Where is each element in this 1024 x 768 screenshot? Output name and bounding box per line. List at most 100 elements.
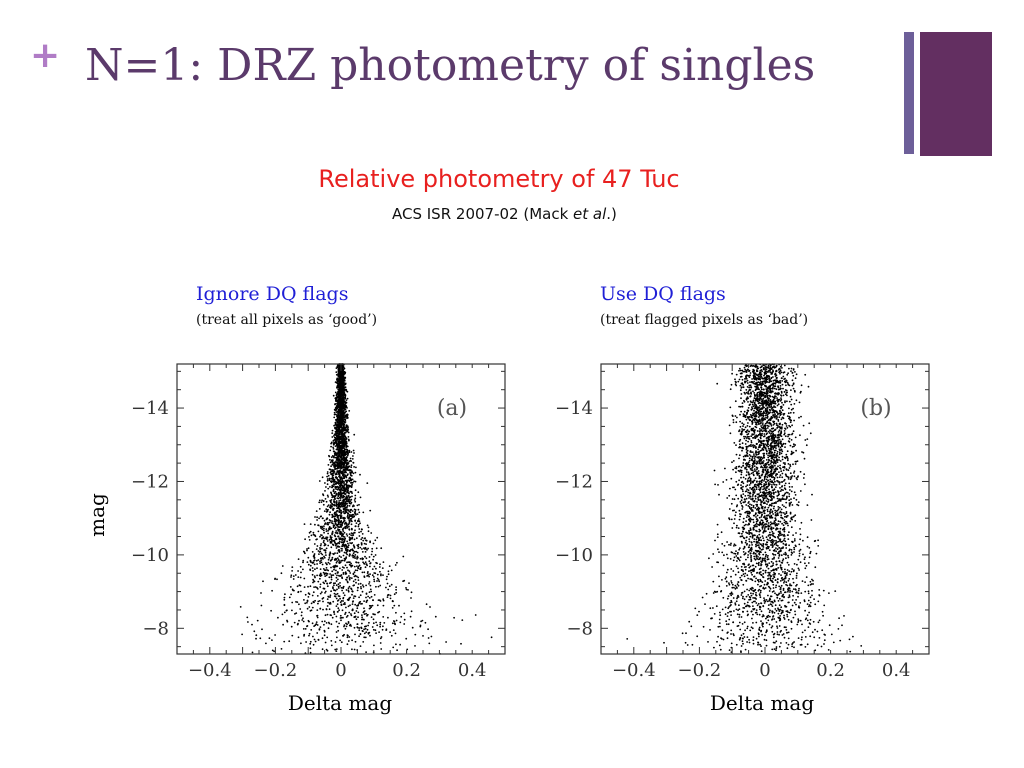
- scatter-point: [785, 544, 787, 547]
- scatter-point: [322, 536, 325, 538]
- scatter-point: [360, 586, 362, 588]
- scatter-point: [405, 637, 408, 640]
- scatter-point: [348, 563, 351, 566]
- scatter-point: [304, 602, 307, 605]
- scatter-point: [363, 542, 366, 545]
- scatter-point: [332, 489, 335, 492]
- scatter-point: [394, 622, 396, 625]
- scatter-point: [325, 648, 328, 651]
- scatter-point: [347, 436, 350, 438]
- scatter-point: [330, 590, 332, 593]
- scatter-point: [789, 591, 791, 593]
- scatter-point: [323, 587, 326, 590]
- scatter-point: [771, 502, 774, 505]
- scatter-point: [786, 450, 789, 453]
- scatter-point: [353, 505, 355, 507]
- scatter-point: [379, 642, 382, 644]
- scatter-point: [363, 628, 365, 631]
- scatter-point: [334, 648, 337, 651]
- scatter-point: [350, 625, 352, 627]
- scatter-point: [271, 639, 273, 641]
- scatter-point: [309, 564, 312, 567]
- scatter-point: [338, 502, 341, 504]
- scatter-point: [353, 546, 356, 549]
- scatter-point: [363, 548, 366, 550]
- scatter-point: [255, 637, 257, 640]
- scatter-point: [322, 529, 325, 532]
- scatter-point: [729, 487, 731, 490]
- x-tick-label: 0: [335, 660, 346, 681]
- scatter-point: [344, 419, 347, 422]
- scatter-point: [769, 478, 772, 481]
- scatter-point: [357, 519, 359, 522]
- scatter-point: [333, 456, 335, 459]
- scatter-point: [319, 572, 322, 575]
- scatter-point: [342, 502, 344, 505]
- scatter-point: [739, 369, 742, 372]
- scatter-point: [309, 568, 311, 571]
- scatter-point: [347, 452, 349, 455]
- scatter-point: [345, 437, 348, 439]
- scatter-point: [823, 643, 825, 645]
- scatter-point: [323, 555, 325, 558]
- scatter-point: [348, 549, 351, 552]
- scatter-point: [778, 471, 780, 473]
- scatter-point: [343, 429, 345, 432]
- scatter-point: [335, 569, 337, 572]
- scatter-point: [337, 558, 340, 561]
- scatter-point: [316, 615, 318, 617]
- scatter-point: [323, 634, 326, 637]
- scatter-point: [731, 586, 734, 589]
- scatter-point: [334, 487, 337, 489]
- scatter-point: [349, 473, 352, 475]
- scatter-point: [312, 643, 315, 646]
- scatter-point: [345, 399, 348, 401]
- scatter-point: [786, 569, 789, 571]
- scatter-point: [776, 631, 779, 633]
- scatter-point: [348, 585, 351, 588]
- scatter-point: [365, 631, 368, 633]
- scatter-point: [778, 633, 780, 636]
- scatter-point: [784, 435, 787, 438]
- scatter-point: [388, 565, 391, 567]
- scatter-point: [347, 512, 349, 514]
- scatter-point: [297, 591, 300, 594]
- scatter-point: [399, 643, 401, 646]
- scatter-point: [308, 620, 310, 623]
- scatter-point: [338, 422, 341, 425]
- scatter-point: [806, 504, 809, 506]
- scatter-point: [403, 579, 406, 582]
- scatter-point: [366, 599, 369, 602]
- scatter-point: [283, 640, 286, 643]
- scatter-point: [324, 641, 327, 644]
- scatter-point: [327, 523, 330, 526]
- scatter-point: [369, 565, 371, 568]
- scatter-point: [380, 574, 382, 577]
- scatter-point: [758, 542, 760, 544]
- scatter-point: [324, 592, 326, 594]
- scatter-point: [335, 472, 337, 475]
- scatter-point: [331, 556, 334, 559]
- scatter-point: [380, 648, 383, 650]
- scatter-point: [385, 578, 388, 581]
- scatter-point: [334, 498, 336, 500]
- scatter-point: [382, 616, 385, 618]
- scatter-point: [381, 567, 384, 569]
- scatter-point: [335, 547, 338, 549]
- scatter-point: [340, 556, 342, 558]
- scatter-point: [428, 642, 431, 645]
- scatter-point: [361, 584, 364, 586]
- scatter-point: [347, 494, 350, 497]
- scatter-point: [320, 561, 323, 564]
- scatter-point: [351, 548, 354, 550]
- scatter-point: [338, 389, 341, 391]
- scatter-point: [327, 504, 330, 506]
- scatter-point: [793, 470, 796, 473]
- scatter-point: [351, 495, 353, 498]
- x-axis-label: Delta mag: [288, 691, 392, 715]
- scatter-point: [338, 380, 340, 383]
- scatter-point: [374, 629, 377, 632]
- scatter-point: [352, 461, 355, 464]
- scatter-point: [339, 617, 342, 619]
- scatter-point: [333, 592, 336, 595]
